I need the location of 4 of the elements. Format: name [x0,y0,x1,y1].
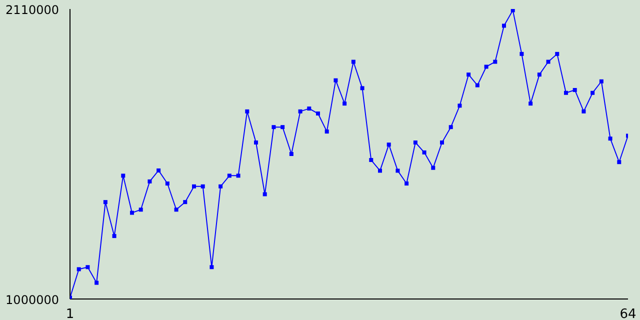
x-tick-label: 1 [66,307,74,320]
y-tick-label: 1000000 [6,293,59,307]
x-tick-label: 64 [620,307,636,320]
y-tick-label: 2110000 [6,3,59,17]
